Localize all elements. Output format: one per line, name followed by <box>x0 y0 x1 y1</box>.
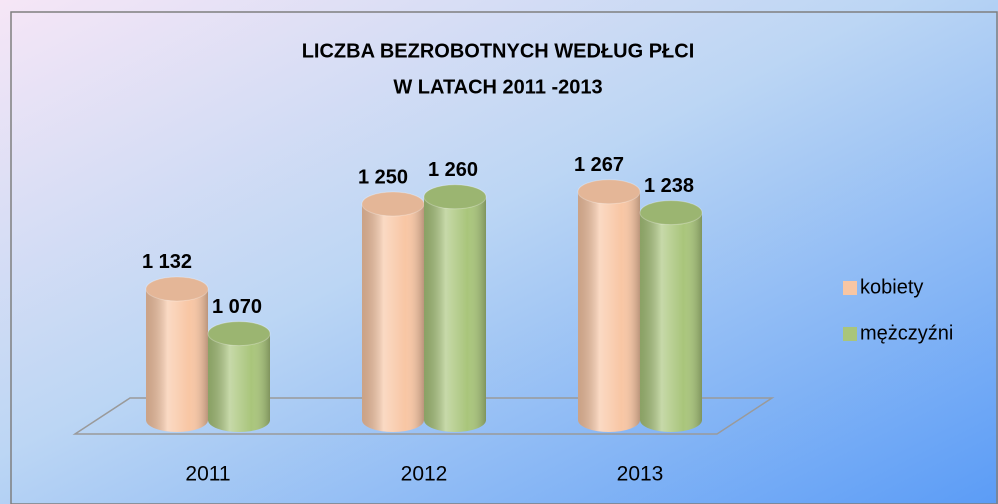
bar-top <box>423 184 487 210</box>
bar-shade <box>578 191 640 432</box>
cylinder <box>577 179 641 432</box>
value-label: 1 070 <box>212 296 262 318</box>
bar-shade <box>424 196 486 432</box>
legend-swatch <box>843 281 857 295</box>
cylinder <box>145 276 209 432</box>
legend-label: kobiety <box>860 276 923 298</box>
bar-top-shade <box>208 321 270 346</box>
bar-shade <box>146 288 208 432</box>
bar-top-shade <box>640 200 702 225</box>
bar-top-shade <box>578 179 640 204</box>
chart-border <box>10 11 998 504</box>
chart-title: LICZBA BEZROBOTNYCH WEDŁUG PŁCI <box>302 40 695 62</box>
bar-top-shade <box>362 192 424 216</box>
value-label: 1 132 <box>142 251 192 273</box>
x-tick-label: 2012 <box>401 463 448 486</box>
cylinder <box>423 184 487 432</box>
value-label: 1 260 <box>428 159 478 181</box>
bar-top <box>639 200 703 226</box>
value-label: 1 267 <box>574 154 624 176</box>
value-label: 1 250 <box>358 166 408 188</box>
bar-shade <box>208 333 270 432</box>
bar-top-shade <box>146 276 208 301</box>
chart-title: W LATACH 2011 -2013 <box>393 76 602 98</box>
bar-shade <box>640 212 702 432</box>
bar-top-shade <box>424 184 486 209</box>
bar-shade <box>362 204 424 432</box>
x-tick-label: 2011 <box>185 463 230 486</box>
bar-top <box>145 276 209 302</box>
x-tick-label: 2013 <box>617 463 664 486</box>
legend-swatch <box>843 327 857 341</box>
cylinder <box>361 191 425 432</box>
bar-top <box>577 179 641 205</box>
value-label: 1 238 <box>644 175 694 197</box>
cylinder <box>639 200 703 432</box>
cylinder <box>207 321 271 432</box>
legend-label: mężczyźni <box>860 322 953 344</box>
bar-top <box>207 321 271 347</box>
floor <box>72 397 775 435</box>
